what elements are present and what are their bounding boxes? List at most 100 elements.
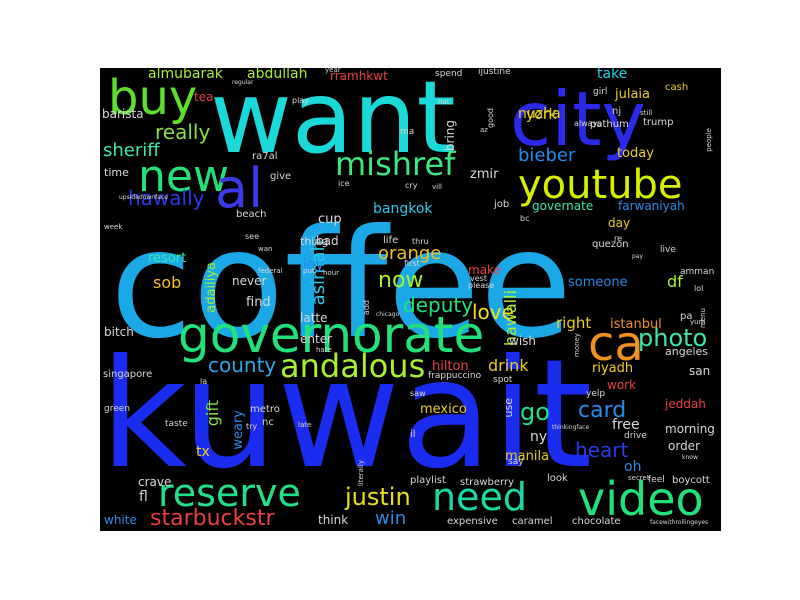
cloud-word: boycott	[672, 475, 710, 486]
cloud-word: bad	[316, 234, 339, 248]
cloud-word: fl	[139, 489, 148, 505]
cloud-word: buy	[108, 70, 198, 126]
cloud-word: il	[410, 429, 416, 440]
cloud-word: expensive	[447, 516, 498, 527]
cloud-word: add	[362, 300, 371, 316]
cloud-word: saw	[410, 389, 426, 398]
cloud-word: istanbul	[610, 317, 662, 332]
cloud-word: justin	[345, 483, 411, 511]
cloud-word: late	[298, 421, 312, 429]
cloud-word: see	[245, 232, 260, 241]
cloud-word: cash	[665, 82, 689, 93]
cloud-word: bring	[443, 120, 457, 152]
cloud-word: spot	[493, 375, 513, 385]
cloud-word: card	[578, 398, 627, 423]
cloud-word: abdullah	[247, 68, 308, 82]
cloud-word: still	[640, 109, 653, 117]
cloud-word: ijustine	[478, 68, 511, 77]
cloud-word: look	[547, 473, 568, 484]
cloud-word: chicago	[376, 311, 400, 318]
cloud-word: thing	[300, 235, 329, 248]
cloud-word: someone	[568, 275, 628, 290]
cloud-word: spend	[435, 69, 463, 79]
cloud-word: cup	[318, 212, 342, 227]
cloud-word: tea	[194, 90, 214, 104]
cloud-word: weary	[231, 410, 246, 450]
cloud-word: need	[432, 475, 527, 519]
cloud-word: heart	[575, 438, 629, 462]
cloud-word: video	[578, 472, 704, 526]
cloud-word: give	[270, 171, 292, 182]
cloud-word: life	[383, 235, 399, 246]
cloud-word: pa	[680, 311, 693, 322]
cloud-word: free	[612, 417, 640, 433]
cloud-word: zmir	[470, 167, 499, 182]
cloud-word: resort	[148, 251, 187, 266]
cloud-word: good	[486, 108, 495, 128]
cloud-word: hat	[438, 98, 450, 106]
cloud-word: nuzha	[518, 106, 561, 122]
cloud-word: ice	[338, 179, 350, 188]
cloud-word: taste	[165, 419, 188, 429]
cloud-word: make	[468, 263, 501, 277]
cloud-word: riyadh	[592, 361, 634, 376]
cloud-word: san	[689, 364, 711, 378]
cloud-word: photo	[638, 324, 708, 352]
cloud-word: morning	[665, 422, 715, 436]
cloud-word: orange	[378, 243, 442, 264]
cloud-word: latte	[300, 311, 328, 325]
cloud-word: vill	[432, 183, 442, 191]
cloud-word: take	[597, 68, 628, 82]
cloud-word: yum	[690, 318, 706, 326]
cloud-word: governate	[532, 199, 594, 213]
cloud-word: quezon	[592, 239, 629, 250]
cloud-word: live	[660, 245, 676, 255]
cloud-word: drive	[624, 431, 647, 441]
cloud-word: bitch	[104, 325, 134, 339]
cloud-word: ma	[400, 127, 415, 137]
cloud-word: sheriff	[103, 140, 160, 161]
cloud-word: amman	[680, 267, 715, 277]
cloud-word: beach	[236, 209, 267, 220]
cloud-word: find	[246, 295, 271, 310]
cloud-word: hilton	[432, 359, 469, 374]
cloud-word: joy	[303, 257, 324, 273]
cloud-word: menu	[699, 308, 707, 328]
cloud-word: trump	[643, 117, 674, 128]
cloud-word: secret	[628, 474, 650, 482]
cloud-word: cry	[405, 181, 418, 190]
cloud-word: work	[607, 378, 637, 392]
cloud-word: day	[608, 216, 631, 230]
cloud-word: literally	[357, 460, 365, 487]
cloud-word: ra7al	[252, 151, 278, 162]
cloud-word: kuwait	[100, 328, 593, 502]
cloud-word: really	[155, 120, 211, 144]
cloud-word: re	[614, 234, 623, 243]
cloud-word: use	[502, 398, 515, 418]
cloud-word: df	[667, 272, 683, 291]
cloud-word: never	[232, 274, 267, 288]
cloud-word: thinkingface	[552, 424, 590, 431]
cloud-word: angeles	[665, 345, 709, 358]
cloud-word: play	[292, 96, 309, 105]
cloud-word: frappuccino	[428, 371, 482, 381]
cloud-word: green	[104, 404, 130, 414]
cloud-word: playlist	[410, 475, 446, 486]
cloud-word: bangkok	[373, 201, 433, 217]
cloud-word: al	[215, 157, 264, 220]
cloud-word: sob	[153, 273, 182, 292]
cloud-word: put	[303, 267, 315, 275]
cloud-word: york	[526, 107, 557, 123]
cloud-word: year	[325, 68, 341, 74]
cloud-word: now	[378, 268, 424, 293]
cloud-word: az	[480, 126, 488, 134]
cloud-word: pay	[632, 253, 644, 260]
cloud-word: bieber	[518, 145, 576, 166]
cloud-word: wish	[509, 334, 537, 348]
cloud-word: barista	[102, 107, 144, 121]
cloud-word: oh	[624, 459, 642, 475]
word-cloud: coffee kuwait want city buy new al youtube mishr…	[100, 68, 721, 531]
cloud-word: first	[404, 259, 420, 268]
cloud-word: chocolate	[572, 516, 621, 527]
cloud-word: youtube	[518, 162, 683, 208]
